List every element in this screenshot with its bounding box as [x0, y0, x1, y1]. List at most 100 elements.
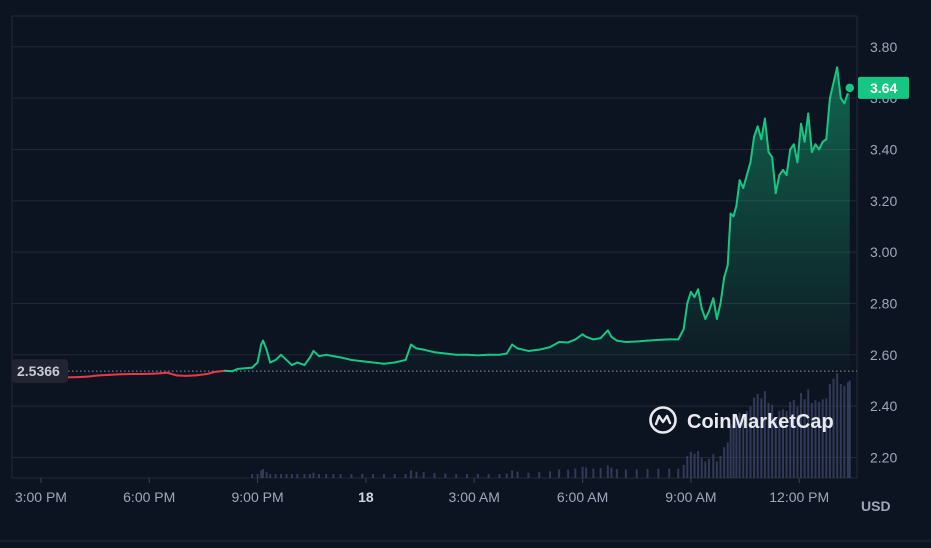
volume-bar: [290, 474, 293, 478]
volume-bar: [382, 474, 385, 478]
volume-bar: [325, 474, 328, 478]
volume-bar: [332, 474, 335, 478]
price-line-segment: [732, 204, 738, 218]
volume-bar: [516, 471, 519, 478]
price-area-path: [19, 67, 850, 372]
volume-bar: [803, 399, 806, 478]
price-area-fill: [19, 67, 850, 372]
volume-bar: [339, 474, 342, 478]
volume-bar: [745, 411, 748, 478]
y-tick-label: 3.00: [870, 244, 897, 260]
price-line-segment: [657, 338, 671, 341]
volume-bar: [256, 474, 259, 478]
price-line-segment: [466, 353, 479, 357]
volume-bar: [296, 474, 299, 478]
current-price-dot[interactable]: [844, 82, 856, 94]
volume-bar: [846, 382, 849, 478]
price-line-segment: [774, 174, 781, 195]
price-line-segment: [707, 297, 715, 313]
volume-bar: [646, 469, 649, 478]
x-tick-label: 9:00 AM: [665, 489, 716, 505]
price-line-segment: [719, 276, 726, 305]
volume-bar: [668, 468, 671, 478]
price-line-segment: [767, 151, 774, 159]
volume-bar: [767, 402, 770, 478]
volume-bar: [265, 472, 268, 478]
price-line-segment: [498, 352, 508, 356]
current-price-value: 3.64: [870, 80, 897, 96]
price-line-segment: [213, 369, 227, 373]
price-line-segment: [393, 358, 407, 364]
y-axis: 3.803.603.403.203.002.802.602.402.20: [870, 39, 897, 466]
price-line-segment: [624, 340, 638, 343]
price-line-segment: [206, 370, 216, 376]
price-line-segment: [796, 122, 803, 164]
volume-bar: [599, 468, 602, 478]
volume-bar: [693, 453, 696, 478]
volume-bar: [814, 400, 817, 478]
watermark: CoinMarketCap: [649, 406, 834, 434]
volume-bar: [785, 411, 788, 478]
price-line-segment: [700, 307, 707, 320]
volume-bar: [825, 398, 828, 478]
volume-bar: [308, 474, 311, 478]
price-line-segment: [350, 358, 364, 363]
price-line-segment: [410, 343, 418, 350]
price-line-segment: [606, 329, 613, 338]
volume-bar: [269, 474, 272, 478]
volume-bar: [839, 384, 842, 478]
volume-bar: [781, 409, 784, 478]
volume-bar: [818, 402, 821, 478]
price-line-segment: [585, 335, 595, 341]
volume-bar: [415, 471, 418, 478]
price-line-segment: [818, 140, 824, 151]
price-line-segment: [261, 339, 268, 351]
price-line-segment: [415, 347, 425, 351]
volume-bar: [729, 424, 732, 478]
volume-bar: [756, 393, 759, 478]
x-tick-label: 3:00 AM: [449, 489, 500, 505]
price-line-segment: [726, 212, 732, 266]
volume-bar: [285, 474, 288, 478]
volume-bar: [372, 474, 375, 478]
volume-bar: [778, 411, 781, 478]
price-line-segment: [159, 371, 169, 375]
price-line-segment: [296, 361, 306, 367]
volume-bar: [251, 474, 254, 478]
y-tick-label: 2.60: [870, 347, 897, 363]
price-line-segment: [682, 302, 689, 331]
volume-bar: [707, 458, 710, 478]
volume-bar: [498, 474, 501, 478]
price-line-segment: [646, 338, 660, 342]
volume-bar: [592, 468, 595, 478]
volume-bar: [433, 473, 436, 478]
price-line-segment: [558, 340, 570, 344]
volume-bar: [505, 473, 508, 478]
volume-bar: [361, 474, 364, 478]
price-line: [18, 66, 851, 379]
volume-bar: [810, 402, 813, 478]
y-tick-label: 2.80: [870, 295, 897, 311]
price-line-segment: [184, 374, 198, 377]
price-line-segment: [86, 374, 100, 378]
price-line-segment: [505, 343, 514, 355]
volume-bar: [422, 472, 425, 478]
price-line-segment: [828, 81, 835, 100]
volume-bar: [686, 456, 689, 478]
price-line-segment: [753, 125, 759, 138]
volume-bar: [567, 469, 570, 478]
price-line-segment: [516, 347, 530, 352]
price-line-segment: [195, 373, 208, 377]
volume-bar: [538, 472, 541, 478]
volume-bar: [455, 474, 458, 478]
price-line-segment: [317, 353, 328, 358]
price-line-segment: [735, 179, 741, 207]
volume-bar: [763, 391, 766, 478]
volume-bar: [260, 470, 263, 478]
volume-bar: [689, 451, 692, 478]
volume-bar: [317, 474, 320, 478]
price-line-segment: [404, 343, 413, 361]
volume-bar: [280, 474, 283, 478]
price-line-segment: [771, 156, 777, 195]
